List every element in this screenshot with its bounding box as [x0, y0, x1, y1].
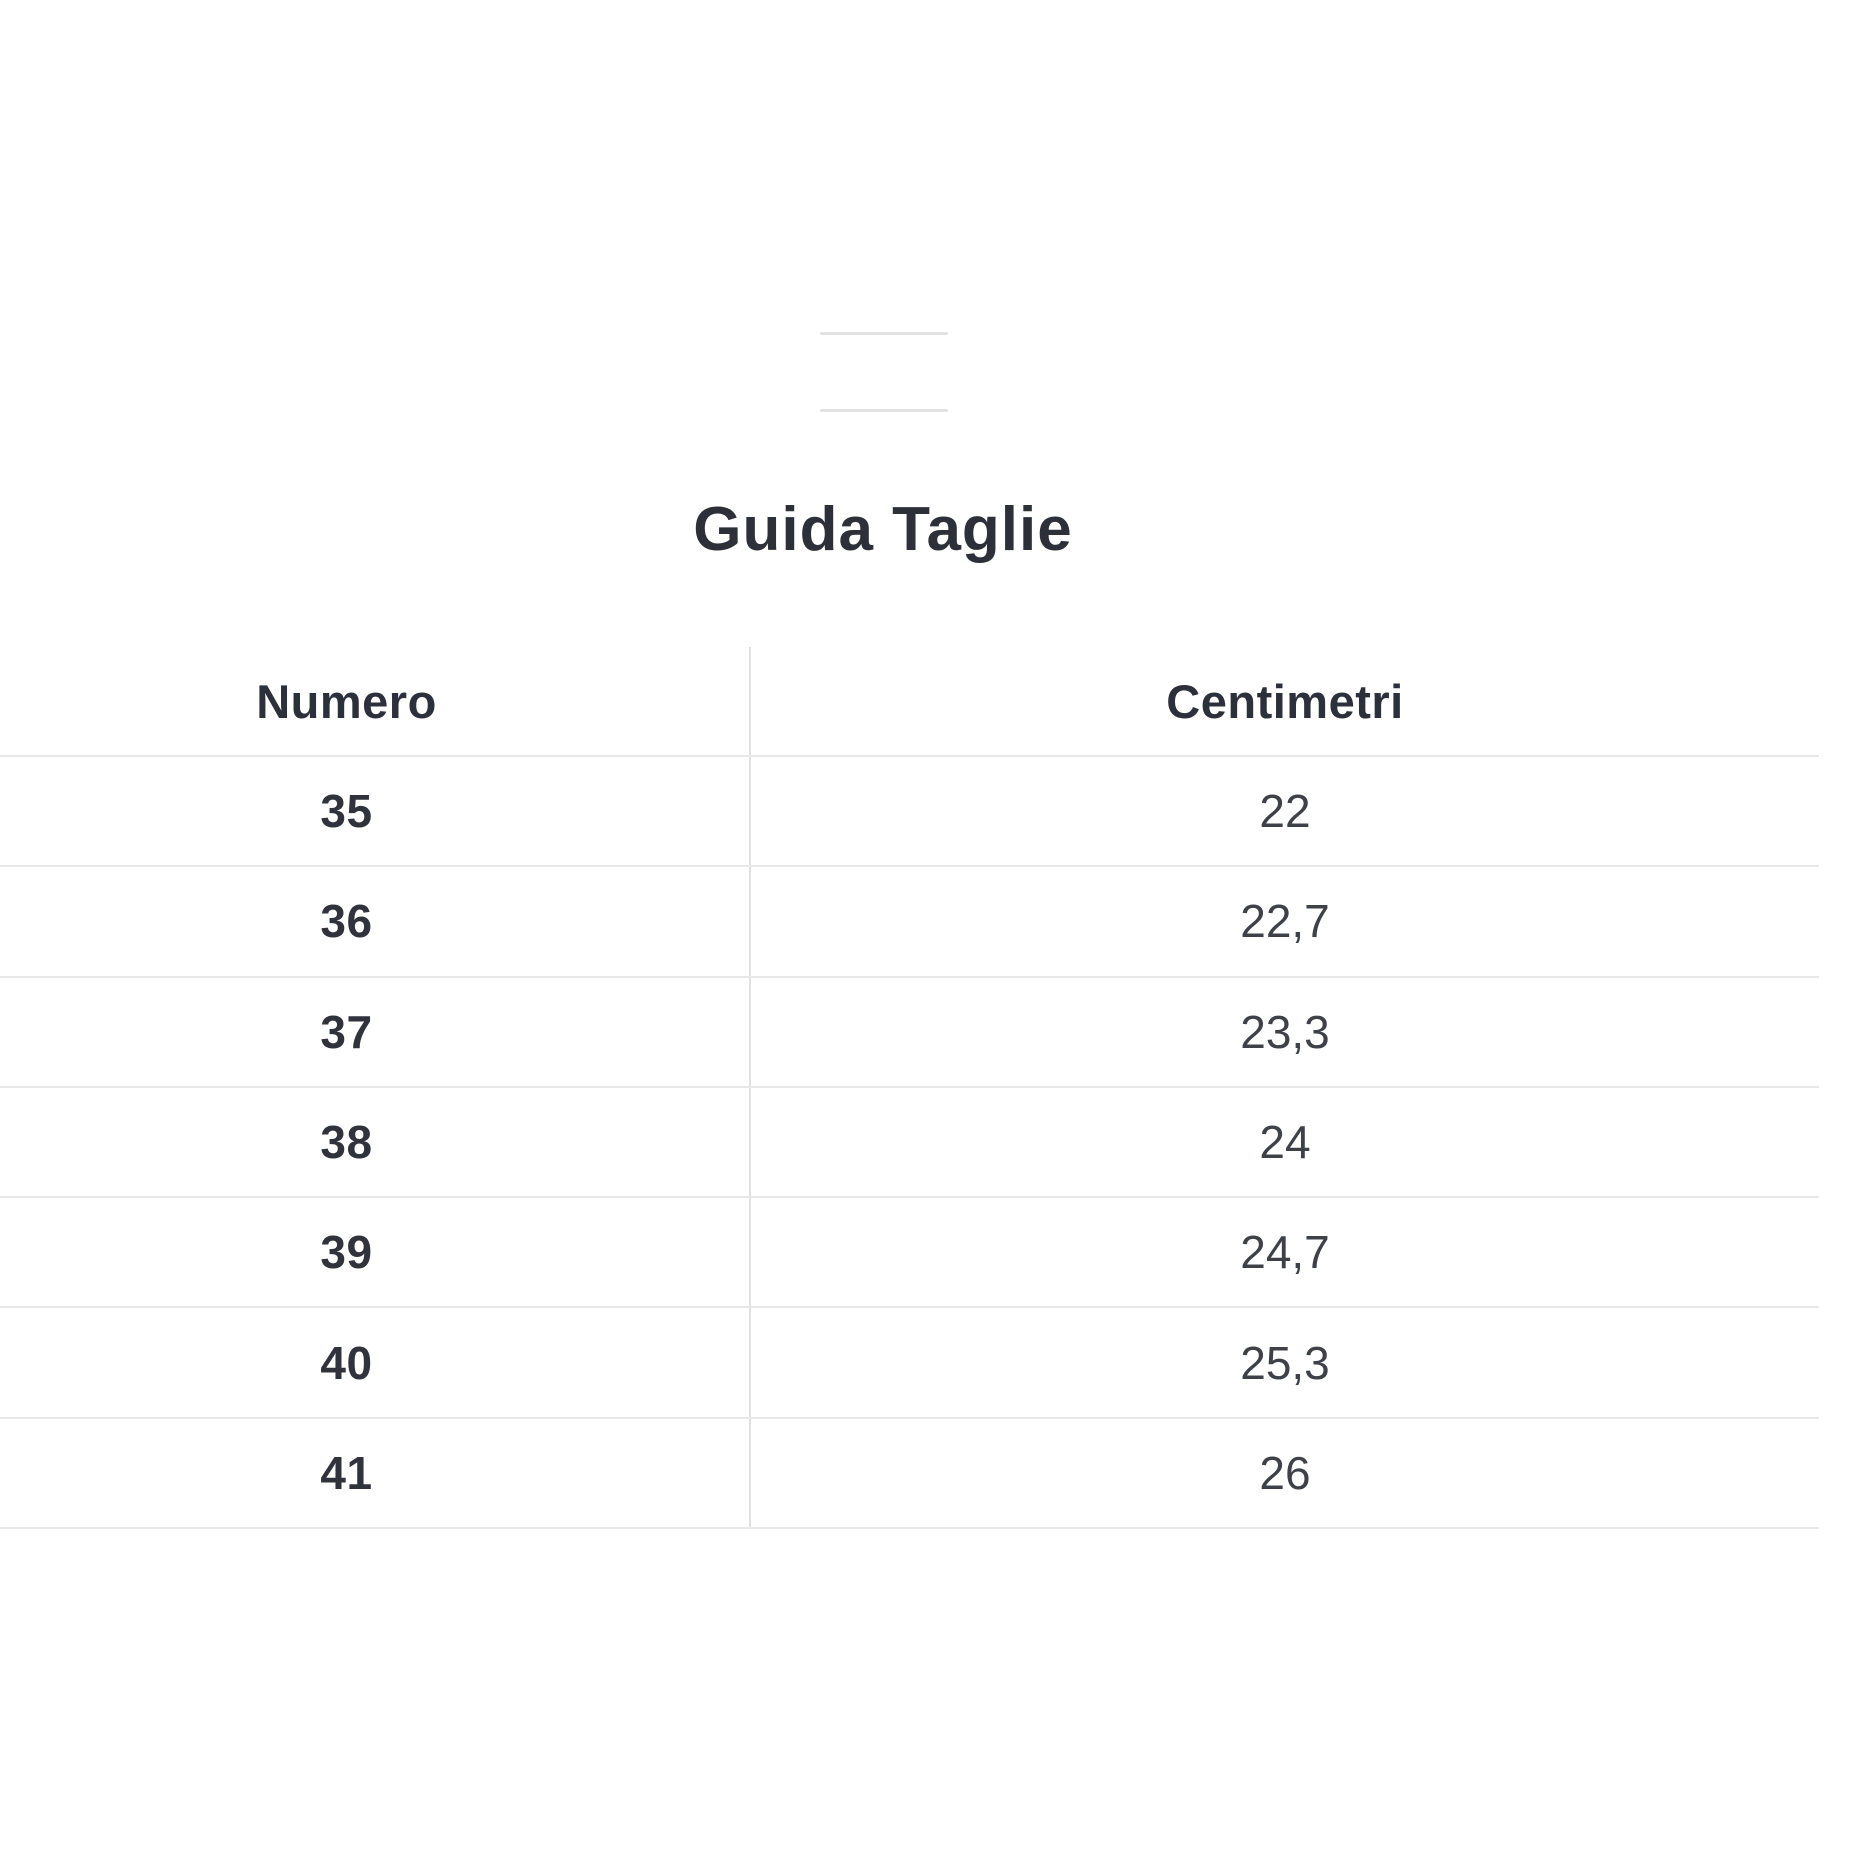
centimetri-cell: 24,7 [1240, 1226, 1330, 1279]
centimetri-cell: 25,3 [1240, 1336, 1330, 1389]
centimetri-cell: 24 [1259, 1116, 1311, 1169]
column-header-numero: Numero [0, 647, 751, 755]
table-row: 39 24,7 [0, 1196, 1819, 1307]
centimetri-cell: 22 [1259, 785, 1311, 838]
size-guide-table: Numero Centimetri 35 22 36 22,7 37 23,3 … [0, 647, 1819, 1530]
table-row: 41 26 [0, 1416, 1819, 1528]
numero-cell: 35 [0, 757, 751, 866]
centimetri-cell: 23,3 [1240, 1005, 1330, 1058]
table-row: 35 22 [0, 755, 1819, 866]
table-header-row: Numero Centimetri [0, 647, 1819, 755]
column-header-centimetri: Centimetri [1166, 674, 1404, 728]
numero-cell: 38 [0, 1087, 751, 1197]
table-row: 38 24 [0, 1085, 1819, 1197]
numero-cell: 41 [0, 1418, 751, 1528]
size-guide-title: Guida Taglie [693, 495, 1073, 564]
decorative-line-2 [820, 409, 948, 412]
centimetri-cell: 26 [1259, 1446, 1311, 1499]
numero-cell: 36 [0, 867, 751, 976]
table-row: 37 23,3 [0, 975, 1819, 1086]
table-row: 40 25,3 [0, 1306, 1819, 1417]
numero-cell: 40 [0, 1308, 751, 1417]
decorative-line-1 [820, 332, 948, 335]
centimetri-cell: 22,7 [1240, 895, 1330, 948]
table-row: 36 22,7 [0, 865, 1819, 976]
numero-cell: 37 [0, 977, 751, 1086]
numero-cell: 39 [0, 1198, 751, 1307]
